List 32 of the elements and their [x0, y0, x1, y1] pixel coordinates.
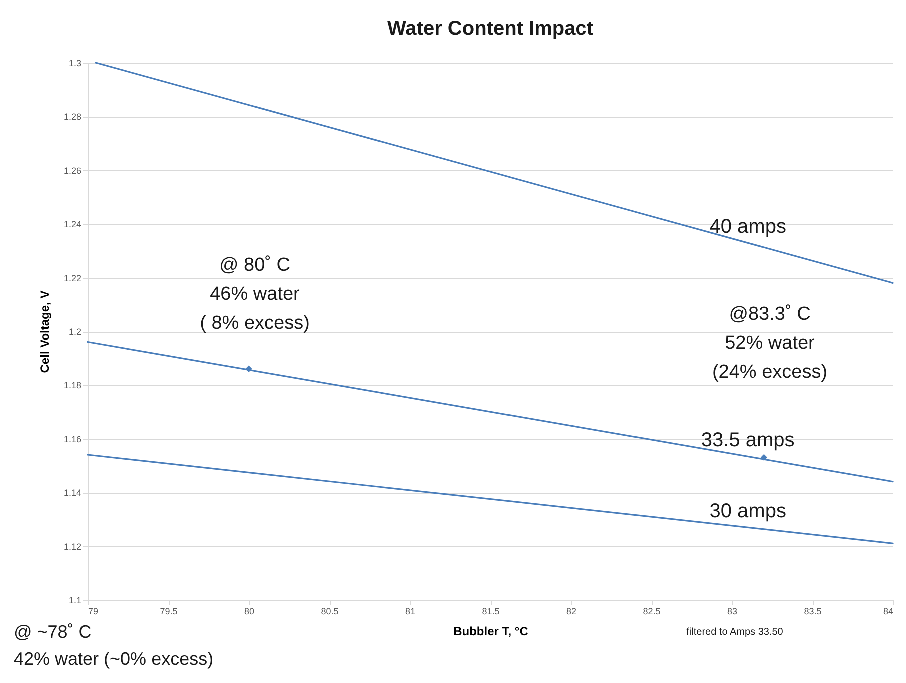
y-tick-label: 1.24 — [64, 220, 82, 230]
series-label: 33.5 amps — [701, 430, 795, 452]
x-tick-label: 81 — [405, 606, 416, 616]
y-tick-label: 1.16 — [64, 434, 82, 444]
y-tick-label: 1.22 — [64, 273, 82, 284]
y-tick-label: 1.2 — [68, 327, 82, 337]
x-axis-title: Bubbler T, °C — [454, 624, 529, 638]
y-tick-label: 1.26 — [64, 166, 82, 176]
x-tick-label: 84 — [883, 606, 894, 616]
x-tick-label: 83 — [727, 606, 738, 616]
series-label: 30 amps — [710, 500, 786, 523]
y-tick-label: 1.28 — [64, 112, 82, 122]
y-tick-label: 1.3 — [68, 58, 82, 68]
x-tick-label: 79.5 — [160, 606, 178, 616]
x-tick-label: 82 — [566, 606, 577, 616]
text: @ ~78˚ C 42% water (~0% excess) — [14, 622, 214, 669]
chart-title: Water Content Impact — [388, 18, 594, 40]
x-tick-label: 80.5 — [321, 606, 339, 616]
annotation: @83.3˚ C 52% water (24% excess) — [712, 304, 828, 383]
y-tick-label: 1.14 — [64, 488, 82, 498]
x-tick-label: 80 — [244, 606, 255, 616]
y-tick-label: 1.1 — [68, 596, 82, 606]
text: filtered to Amps 33.50 — [686, 627, 784, 638]
y-tick-label: 1.18 — [64, 380, 82, 391]
y-tick-label: 1.12 — [64, 542, 82, 552]
annotation: @ 80˚ C 46% water ( 8% excess) — [200, 255, 310, 334]
x-tick-label: 82.5 — [643, 606, 661, 616]
x-tick-label: 81.5 — [482, 606, 500, 616]
y-axis-title: Cell Voltage, V — [38, 290, 52, 374]
x-tick-label: 79 — [88, 606, 99, 616]
x-tick-label: 83.5 — [804, 606, 822, 616]
series-label: 40 amps — [710, 216, 786, 238]
